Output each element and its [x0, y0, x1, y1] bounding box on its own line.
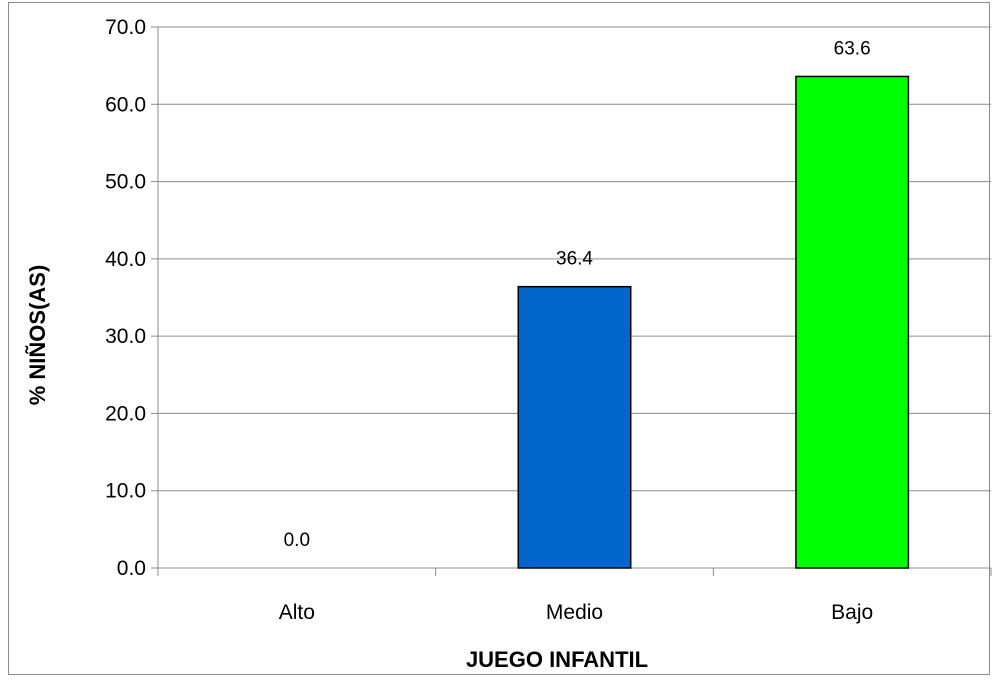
y-tick-label: 60.0	[105, 93, 146, 116]
data-label: 0.0	[284, 530, 310, 551]
y-tick-label: 20.0	[105, 402, 146, 425]
y-tick-label: 10.0	[105, 480, 146, 503]
y-tick-label: 30.0	[105, 325, 146, 348]
x-tick-label: Alto	[279, 601, 315, 624]
y-tick-label: 40.0	[105, 248, 146, 271]
x-axis-title: JUEGO INFANTIL	[466, 647, 648, 672]
data-label: 63.6	[834, 38, 871, 59]
y-tick-label: 50.0	[105, 171, 146, 194]
x-tick-label: Medio	[546, 601, 603, 624]
bar-medio	[517, 285, 632, 569]
x-tick-label: Bajo	[831, 601, 873, 624]
bars	[517, 75, 910, 569]
labels: 0.0 10.0 20.0 30.0 40.0 50.0 60.0 70.0 0.0 Alto 36…	[105, 16, 873, 624]
data-label: 36.4	[556, 249, 593, 270]
y-axis-title: % NIÑOS(AS)	[25, 265, 50, 406]
bar-bajo	[795, 75, 910, 569]
y-tick-label: 0.0	[117, 557, 146, 580]
y-tick-label: 70.0	[105, 16, 146, 39]
